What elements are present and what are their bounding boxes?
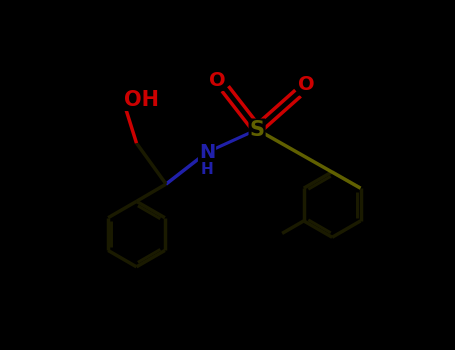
Text: N: N	[199, 143, 215, 162]
Text: OH: OH	[124, 90, 158, 110]
Text: O: O	[298, 76, 314, 94]
Text: H: H	[201, 162, 213, 177]
Text: O: O	[209, 71, 225, 90]
Text: S: S	[250, 120, 264, 140]
